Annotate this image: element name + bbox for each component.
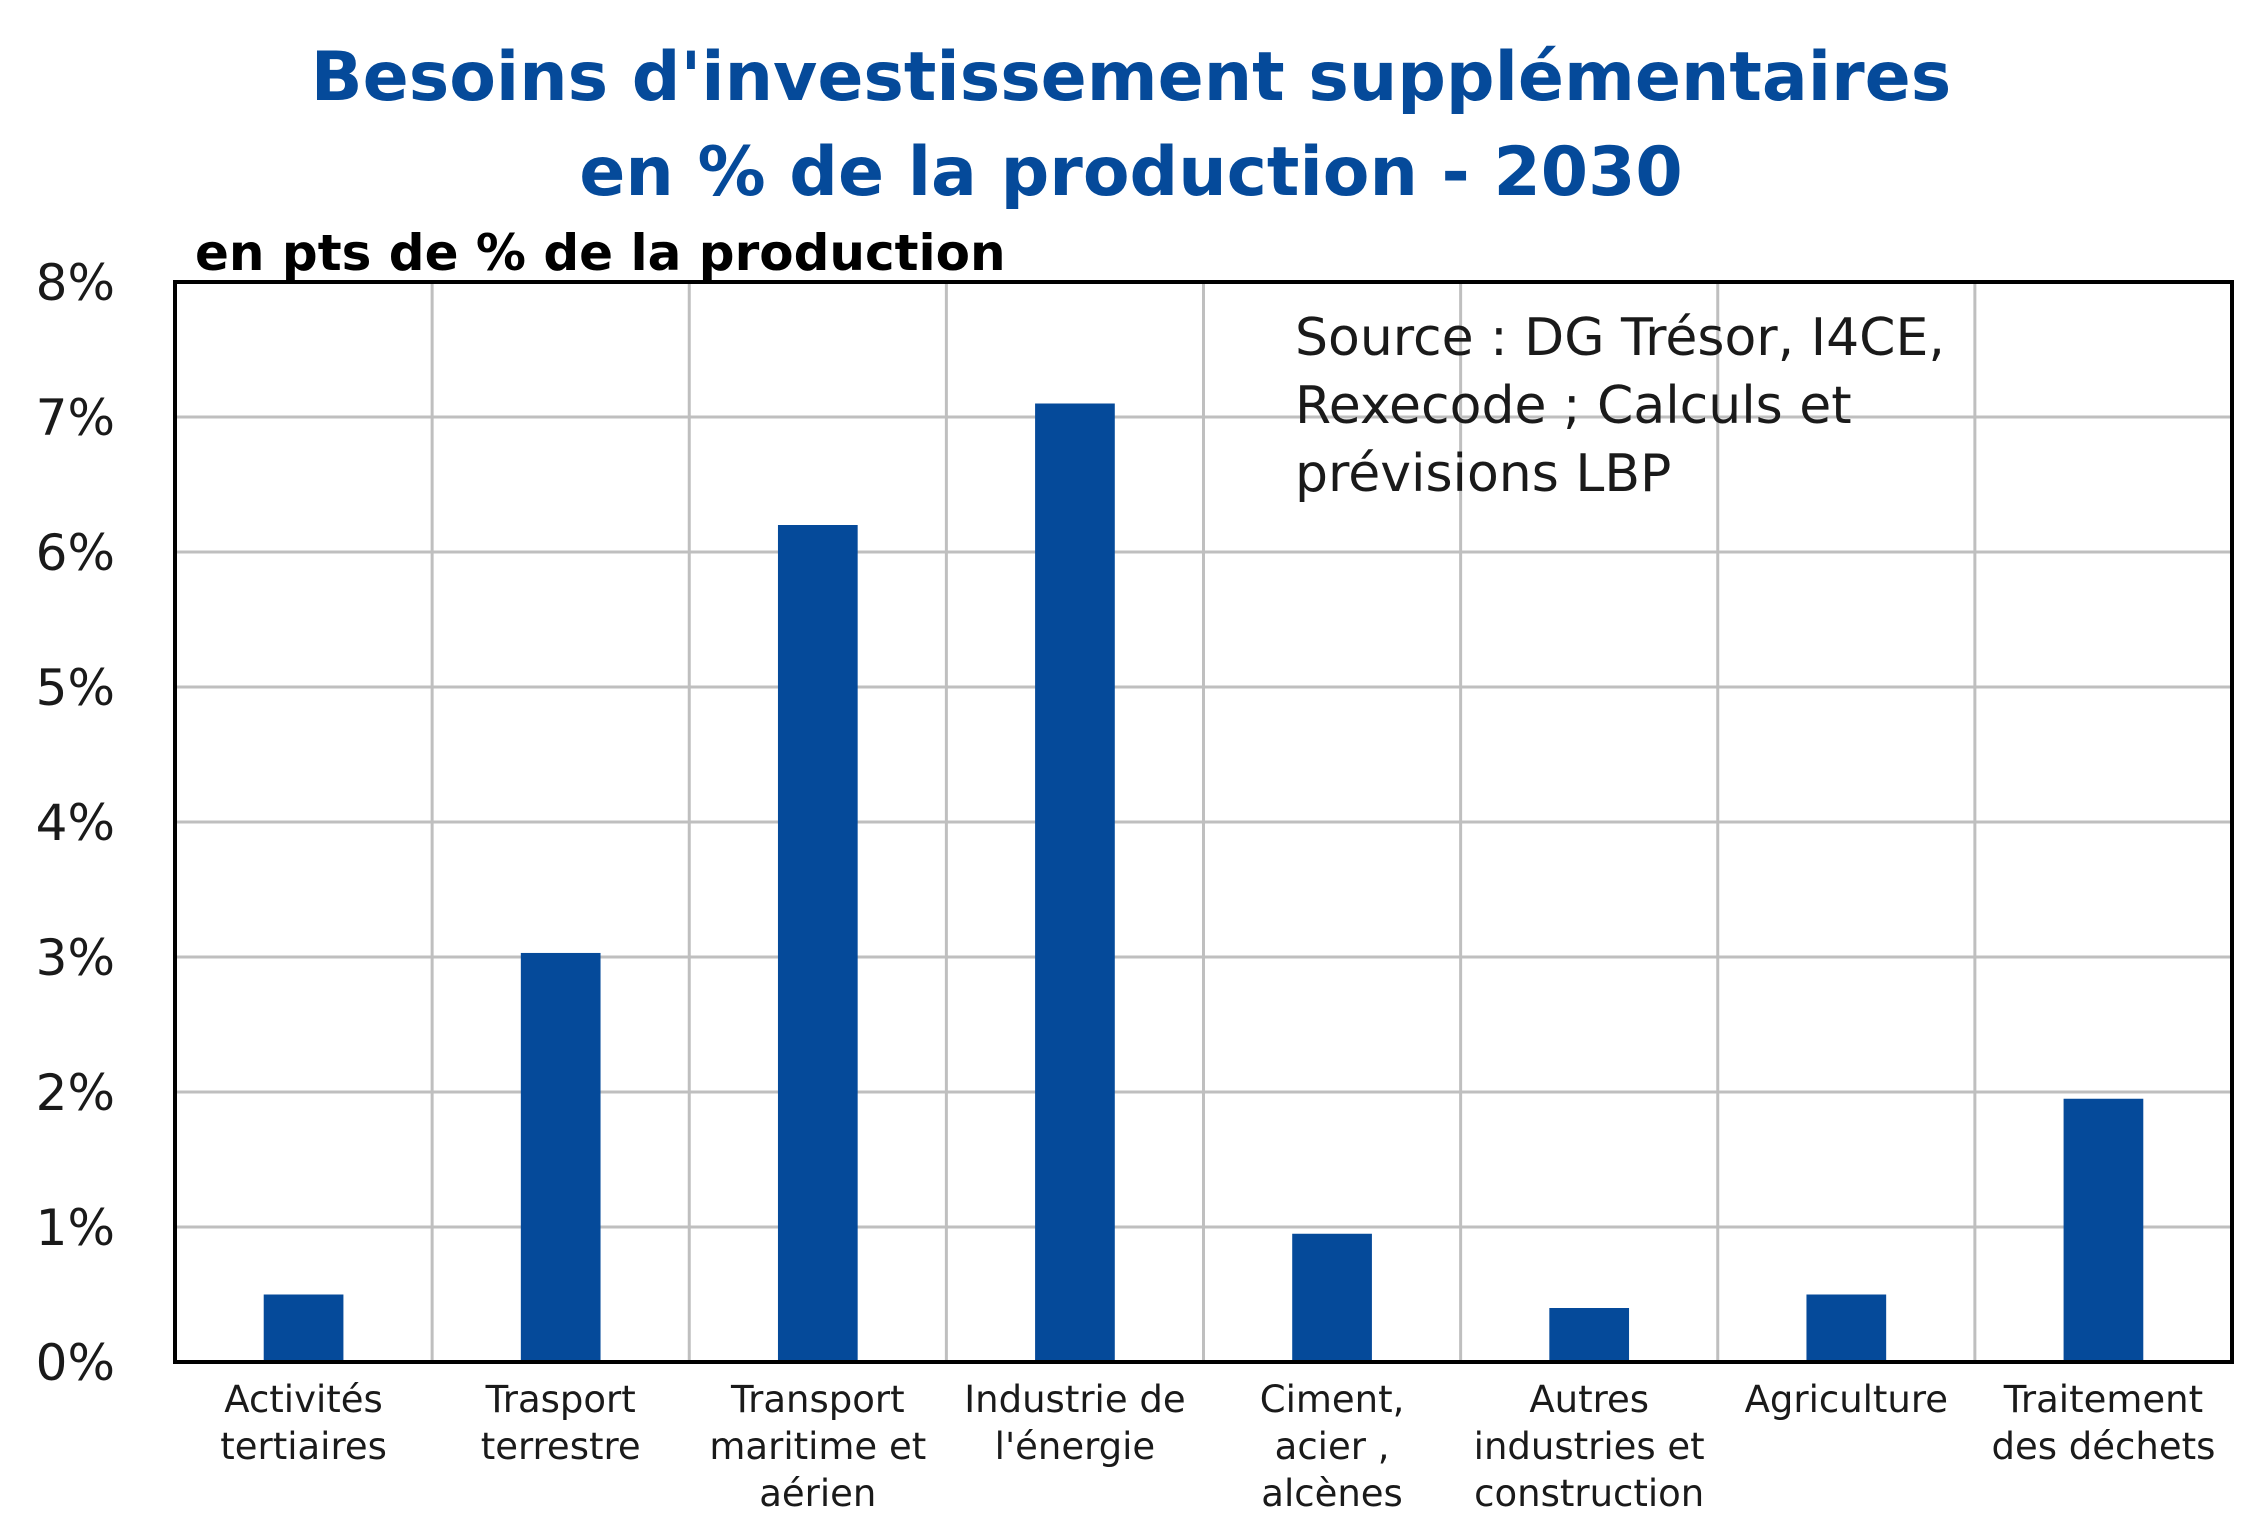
- bar: [1292, 1233, 1372, 1362]
- y-tick-label: 5%: [36, 659, 115, 717]
- x-tick-label: Autres industries et construction: [1474, 1378, 1705, 1515]
- y-tick-label: 7%: [36, 389, 115, 447]
- x-tick-label: Transport maritime et aérien: [709, 1378, 926, 1515]
- x-tick-label: Trasport terrestre: [481, 1378, 641, 1468]
- y-tick-label: 4%: [36, 794, 115, 852]
- y-axis-ticks: 0% 1% 2% 3% 4% 5% 6% 7% 8%: [36, 254, 115, 1392]
- y-tick-label: 6%: [36, 524, 115, 582]
- source-line-3: prévisions LBP: [1295, 444, 1671, 504]
- x-tick-label: Ciment, acier , alcènes: [1260, 1378, 1405, 1515]
- y-tick-label: 1%: [36, 1199, 115, 1257]
- x-axis-ticks: Activités tertiaires Trasport terrestre Tran…: [220, 1378, 2215, 1515]
- bar: [2063, 1098, 2144, 1362]
- source-line-2: Rexecode ; Calculs et: [1295, 376, 1852, 436]
- chart-title: Besoins d'investissement supplémentaires…: [311, 38, 1951, 212]
- bars: [263, 403, 2144, 1362]
- y-tick-label: 3%: [36, 929, 115, 987]
- source-line-1: Source : DG Trésor, I4CE,: [1295, 308, 1945, 368]
- chart-title-line-2: en % de la production - 2030: [579, 133, 1682, 212]
- x-tick-label: Agriculture: [1745, 1378, 1948, 1421]
- chart-subtitle: en pts de % de la production: [195, 224, 1006, 282]
- bar: [263, 1294, 344, 1362]
- chart-title-line-1: Besoins d'investissement supplémentaires: [311, 38, 1951, 117]
- y-tick-label: 8%: [36, 254, 115, 312]
- bar: [777, 525, 858, 1362]
- gridlines: [175, 282, 2232, 1362]
- plot-area-border: [173, 280, 2234, 1364]
- bar: [520, 952, 601, 1362]
- x-tick-label: Activités tertiaires: [220, 1378, 387, 1468]
- y-tick-label: 2%: [36, 1064, 115, 1122]
- source-note: Source : DG Trésor, I4CE, Rexecode ; Cal…: [1295, 308, 1945, 504]
- bar: [1549, 1308, 1630, 1362]
- bar: [1806, 1294, 1887, 1362]
- x-tick-label: Industrie de l'énergie: [964, 1378, 1185, 1468]
- bar: [1035, 403, 1115, 1362]
- x-tick-label: Traitement des déchets: [1991, 1378, 2215, 1468]
- y-tick-label: 0%: [36, 1334, 115, 1392]
